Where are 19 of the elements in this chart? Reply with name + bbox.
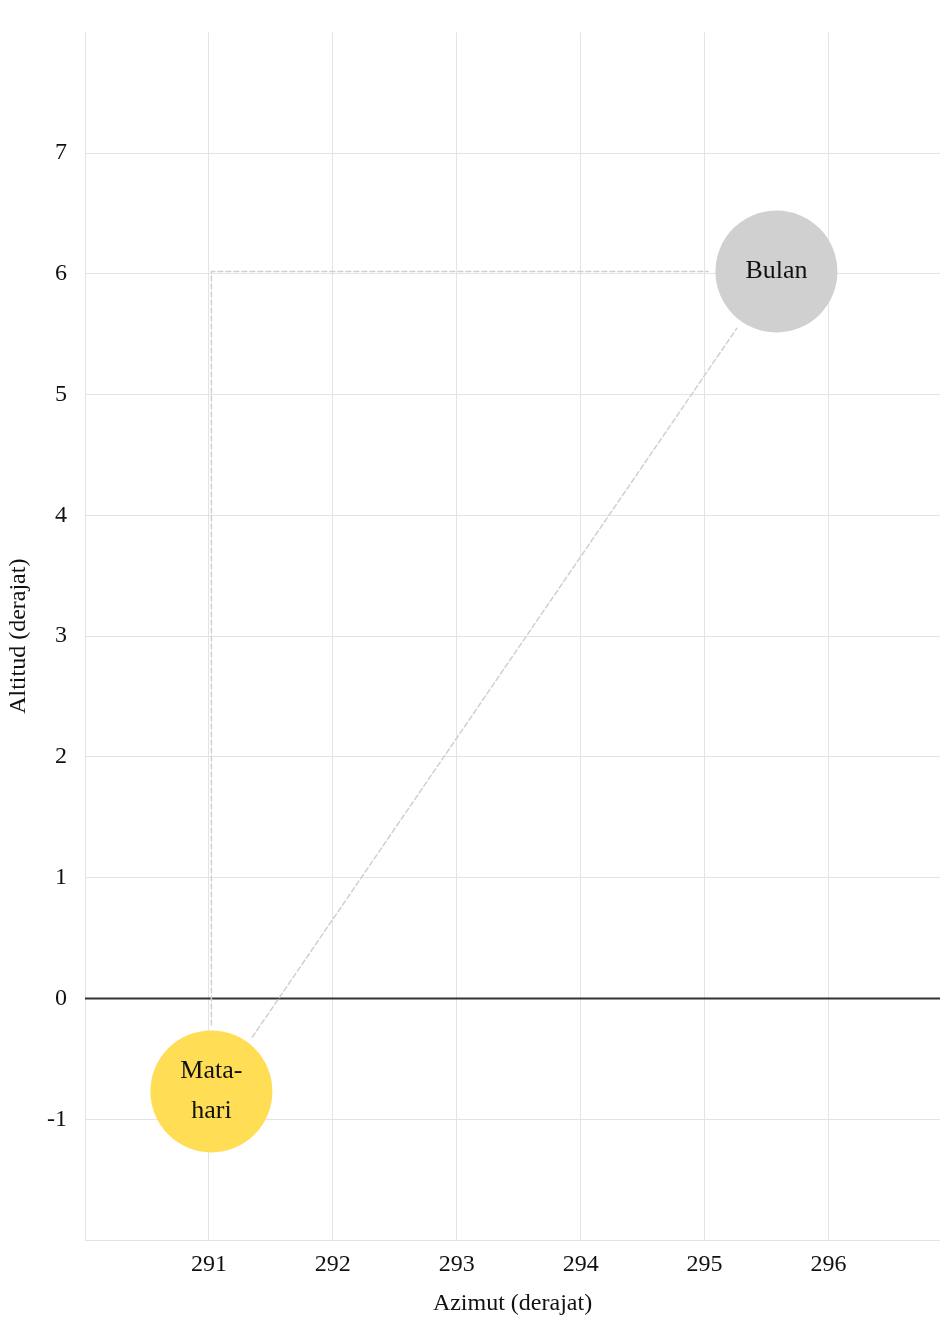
y-tick-label: -1 bbox=[47, 1104, 67, 1131]
y-tick-label: 4 bbox=[55, 500, 67, 527]
x-tick-label: 291 bbox=[190, 1249, 227, 1276]
x-axis-title: Azimut (derajat) bbox=[432, 1288, 593, 1315]
y-tick-label: 5 bbox=[55, 379, 67, 406]
x-tick-label: 293 bbox=[438, 1249, 475, 1276]
x-tick-label: 292 bbox=[314, 1249, 351, 1276]
y-axis-title: Altitud (derajat) bbox=[3, 558, 30, 714]
series-label: Mata- hari bbox=[180, 1055, 243, 1125]
y-tick-label: 6 bbox=[55, 259, 67, 286]
y-tick-label: 2 bbox=[55, 742, 67, 769]
y-tick-label: 0 bbox=[55, 983, 67, 1010]
series-label: Bulan bbox=[745, 255, 808, 285]
y-tick-label: 7 bbox=[55, 138, 67, 165]
x-tick-label: 294 bbox=[562, 1249, 599, 1276]
y-tick-label: 1 bbox=[55, 863, 67, 890]
x-tick-label: 295 bbox=[686, 1249, 723, 1276]
x-tick-label: 296 bbox=[810, 1249, 847, 1276]
y-tick-label: 3 bbox=[55, 621, 67, 648]
